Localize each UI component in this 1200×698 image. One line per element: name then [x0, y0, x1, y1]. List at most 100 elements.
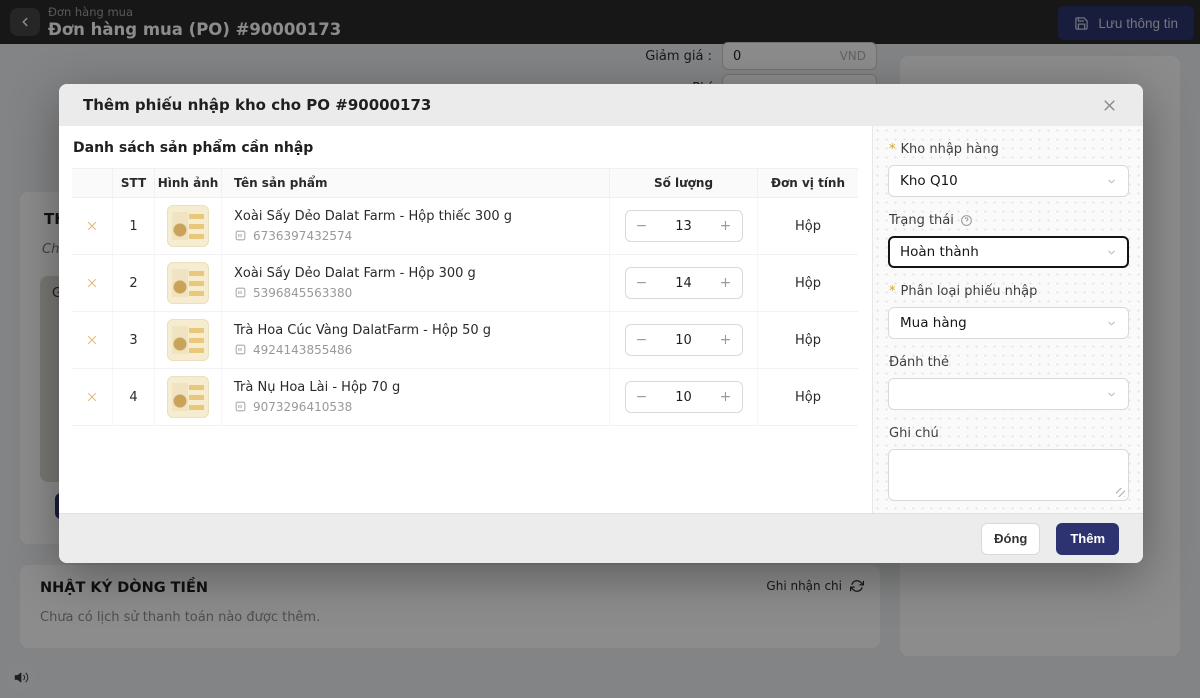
product-name: Xoài Sấy Dẻo Dalat Farm - Hộp 300 g — [234, 266, 476, 282]
quantity-stepper[interactable]: − 14 + — [624, 267, 743, 299]
receipt-form-panel: * Kho nhập hàng Kho Q10 Trạng thái Hoàn … — [872, 126, 1143, 513]
row-index: 1 — [113, 198, 155, 254]
increment-button[interactable]: + — [719, 332, 732, 348]
row-index: 2 — [113, 255, 155, 311]
note-label: Ghi chú — [889, 426, 939, 441]
record-expense-label: Ghi nhận chi — [766, 579, 842, 593]
decrement-button[interactable]: − — [635, 389, 648, 405]
order-panel-text: G — [52, 286, 63, 301]
barcode-icon — [234, 229, 247, 242]
col-delete — [72, 169, 113, 197]
barcode-icon — [234, 286, 247, 299]
quantity-value[interactable]: 13 — [675, 218, 692, 234]
chevron-down-icon — [1106, 176, 1117, 187]
product-list-title: Danh sách sản phẩm cần nhập — [73, 140, 314, 156]
cashflow-card: NHẬT KÝ DÒNG TIỀN Ghi nhận chi Chưa có l… — [20, 565, 880, 648]
product-image — [167, 376, 209, 418]
remove-row-icon[interactable] — [82, 216, 102, 236]
close-icon[interactable] — [1100, 96, 1119, 115]
barcode-icon — [234, 343, 247, 356]
page-title: Đơn hàng mua (PO) #90000173 — [48, 20, 342, 39]
quantity-value[interactable]: 10 — [675, 332, 692, 348]
col-image: Hình ảnh — [155, 169, 222, 197]
product-sku: 9073296410538 — [253, 399, 353, 414]
increment-button[interactable]: + — [719, 389, 732, 405]
table-row: 3 Trà Hoa Cúc Vàng DalatFarm - Hộp 50 g … — [72, 312, 858, 369]
quantity-value[interactable]: 10 — [675, 389, 692, 405]
product-name: Xoài Sấy Dẻo Dalat Farm - Hộp thiếc 300 … — [234, 209, 513, 225]
save-info-button[interactable]: Lưu thông tin — [1058, 6, 1194, 40]
back-button[interactable] — [10, 8, 40, 36]
add-receipt-modal: Thêm phiếu nhập kho cho PO #90000173 Dan… — [59, 84, 1143, 563]
col-name: Tên sản phẩm — [222, 169, 610, 197]
col-stt: STT — [113, 169, 155, 197]
discount-value: 0 — [733, 48, 742, 64]
page-heading: Đơn hàng mua Đơn hàng mua (PO) #90000173 — [48, 5, 341, 39]
warehouse-value: Kho Q10 — [900, 173, 958, 189]
decrement-button[interactable]: − — [635, 218, 648, 234]
discount-suffix: VND — [839, 49, 866, 63]
modal-title: Thêm phiếu nhập kho cho PO #90000173 — [83, 96, 432, 114]
submit-button[interactable]: Thêm — [1056, 522, 1119, 555]
product-table: STT Hình ảnh Tên sản phẩm Số lượng Đơn v… — [72, 168, 858, 426]
receipt-type-value: Mua hàng — [900, 315, 967, 331]
increment-button[interactable]: + — [719, 275, 732, 291]
cashflow-empty-text: Chưa có lịch sử thanh toán nào được thêm… — [40, 610, 321, 625]
remove-row-icon[interactable] — [82, 273, 102, 293]
unit-label: Hộp — [795, 218, 821, 234]
product-name: Trà Hoa Cúc Vàng DalatFarm - Hộp 50 g — [234, 323, 492, 339]
modal-footer: Đóng Thêm — [59, 513, 1143, 563]
table-header-row: STT Hình ảnh Tên sản phẩm Số lượng Đơn v… — [72, 169, 858, 198]
receipt-type-select[interactable]: Mua hàng — [888, 307, 1129, 339]
row-index: 4 — [113, 369, 155, 425]
table-row: 2 Xoài Sấy Dẻo Dalat Farm - Hộp 300 g 53… — [72, 255, 858, 312]
required-asterisk: * — [889, 142, 896, 157]
receipt-type-label: * Phân loại phiếu nhập — [889, 284, 1038, 299]
unit-label: Hộp — [795, 389, 821, 405]
warehouse-select[interactable]: Kho Q10 — [888, 165, 1129, 197]
barcode-icon — [234, 400, 247, 413]
chevron-down-icon — [1106, 389, 1117, 400]
speaker-button[interactable] — [6, 662, 36, 692]
col-qty: Số lượng — [610, 169, 758, 197]
product-image — [167, 205, 209, 247]
row-index: 3 — [113, 312, 155, 368]
product-sku: 5396845563380 — [253, 285, 353, 300]
product-sku: 6736397432574 — [253, 228, 353, 243]
increment-button[interactable]: + — [719, 218, 732, 234]
status-label: Trạng thái — [889, 213, 1129, 228]
remove-row-icon[interactable] — [82, 387, 102, 407]
chevron-down-icon — [1106, 318, 1117, 329]
record-expense-action[interactable]: Ghi nhận chi — [766, 579, 864, 593]
quantity-value[interactable]: 14 — [675, 275, 692, 291]
modal-body: Danh sách sản phẩm cần nhập STT Hình ảnh… — [59, 126, 1143, 513]
product-list-section: Danh sách sản phẩm cần nhập STT Hình ảnh… — [59, 126, 872, 513]
chevron-left-icon — [18, 15, 32, 29]
discount-label: Giảm giá : — [645, 48, 712, 64]
table-row: 1 Xoài Sấy Dẻo Dalat Farm - Hộp thiếc 30… — [72, 198, 858, 255]
breadcrumb: Đơn hàng mua — [48, 5, 134, 19]
quantity-stepper[interactable]: − 10 + — [624, 324, 743, 356]
tag-label: Đánh thẻ — [889, 355, 949, 370]
question-circle-icon — [960, 214, 973, 227]
remove-row-icon[interactable] — [82, 330, 102, 350]
discount-input[interactable]: 0 VND — [722, 42, 877, 70]
required-asterisk: * — [889, 284, 896, 299]
cashflow-title: NHẬT KÝ DÒNG TIỀN — [40, 580, 208, 596]
unit-label: Hộp — [795, 332, 821, 348]
product-sku: 4924143855486 — [253, 342, 353, 357]
tag-select[interactable] — [888, 378, 1129, 410]
product-image — [167, 262, 209, 304]
table-row: 4 Trà Nụ Hoa Lài - Hộp 70 g 907329641053… — [72, 369, 858, 426]
close-button[interactable]: Đóng — [981, 522, 1041, 555]
discount-row: Giảm giá : 0 VND — [612, 42, 877, 70]
refresh-icon[interactable] — [850, 579, 864, 593]
status-select[interactable]: Hoàn thành — [888, 236, 1129, 268]
decrement-button[interactable]: − — [635, 275, 648, 291]
page-topbar: Đơn hàng mua Đơn hàng mua (PO) #90000173… — [0, 0, 1200, 44]
quantity-stepper[interactable]: − 10 + — [624, 381, 743, 413]
quantity-stepper[interactable]: − 13 + — [624, 210, 743, 242]
decrement-button[interactable]: − — [635, 332, 648, 348]
note-textarea[interactable] — [888, 449, 1129, 501]
